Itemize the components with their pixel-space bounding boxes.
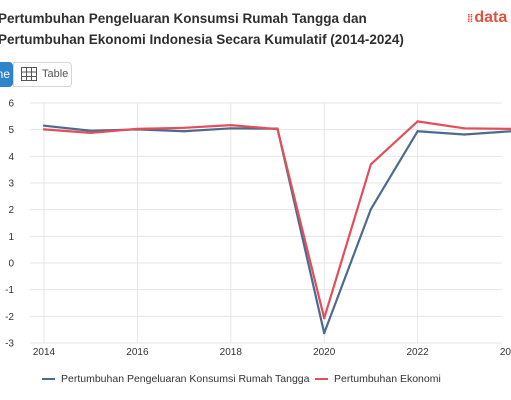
y-tick-label: 4 <box>8 152 14 163</box>
series-point-consumption <box>463 133 466 136</box>
y-tick-label: -3 <box>5 339 14 350</box>
series-point-economy <box>463 127 466 130</box>
chart-legend: Pertumbuhan Pengeluaran Konsumsi Rumah T… <box>0 373 511 389</box>
x-tick-label: 2022 <box>406 347 429 358</box>
series-point-economy <box>136 127 139 130</box>
series-point-economy <box>276 128 279 131</box>
series-point-consumption <box>183 130 186 133</box>
series-point-economy <box>183 126 186 129</box>
series-point-consumption <box>369 208 372 211</box>
x-tick-label: 2020 <box>313 347 336 358</box>
series-point-economy <box>229 124 232 127</box>
bar-dots-icon: ⁞⁞ <box>467 13 473 25</box>
y-tick-label: 3 <box>8 179 14 190</box>
y-tick-label: 6 <box>8 99 14 110</box>
series-point-consumption <box>323 332 326 335</box>
logo-text: data <box>474 9 508 26</box>
y-tick-label: -2 <box>5 312 14 323</box>
series-point-economy <box>369 163 372 166</box>
legend-item-economy[interactable]: Pertumbuhan Ekonomi <box>315 373 441 385</box>
brand-logo[interactable]: ⁞⁞ data <box>467 9 507 27</box>
tab-table[interactable]: Table <box>13 62 72 87</box>
x-tick-label: 2014 <box>33 347 56 358</box>
x-tick-label: 2016 <box>126 347 149 358</box>
series-point-consumption <box>42 124 46 127</box>
legend-swatch-economy <box>315 378 328 380</box>
y-tick-label: 0 <box>8 259 14 270</box>
series-point-economy <box>416 120 419 123</box>
y-tick-label: 5 <box>8 125 14 136</box>
series-point-economy <box>89 131 92 134</box>
legend-label-economy: Pertumbuhan Ekonomi <box>334 373 441 385</box>
y-tick-label: 2 <box>8 205 14 216</box>
x-tick-label: 2024 <box>500 347 511 358</box>
series-point-consumption <box>89 129 92 132</box>
tab-line-chart[interactable]: Line <box>0 62 13 87</box>
series-line-economy <box>42 120 511 320</box>
legend-swatch-consumption <box>42 378 55 380</box>
legend-label-consumption: Pertumbuhan Pengeluaran Konsumsi Rumah T… <box>61 373 310 385</box>
legend-item-consumption[interactable]: Pertumbuhan Pengeluaran Konsumsi Rumah T… <box>42 373 309 385</box>
series-point-consumption <box>229 127 232 130</box>
y-tick-label: 1 <box>8 232 14 243</box>
x-tick-label: 2018 <box>220 347 243 358</box>
series-point-consumption <box>416 130 419 133</box>
table-grid-icon <box>21 67 37 81</box>
chart-title: Pertumbuhan Pengeluaran Konsumsi Rumah T… <box>0 11 404 47</box>
series-point-economy <box>323 317 326 320</box>
tab-line-label: Line <box>0 67 10 81</box>
y-tick-label: -1 <box>5 285 14 296</box>
series-point-economy <box>42 128 46 131</box>
tab-table-label: Table <box>42 68 69 80</box>
